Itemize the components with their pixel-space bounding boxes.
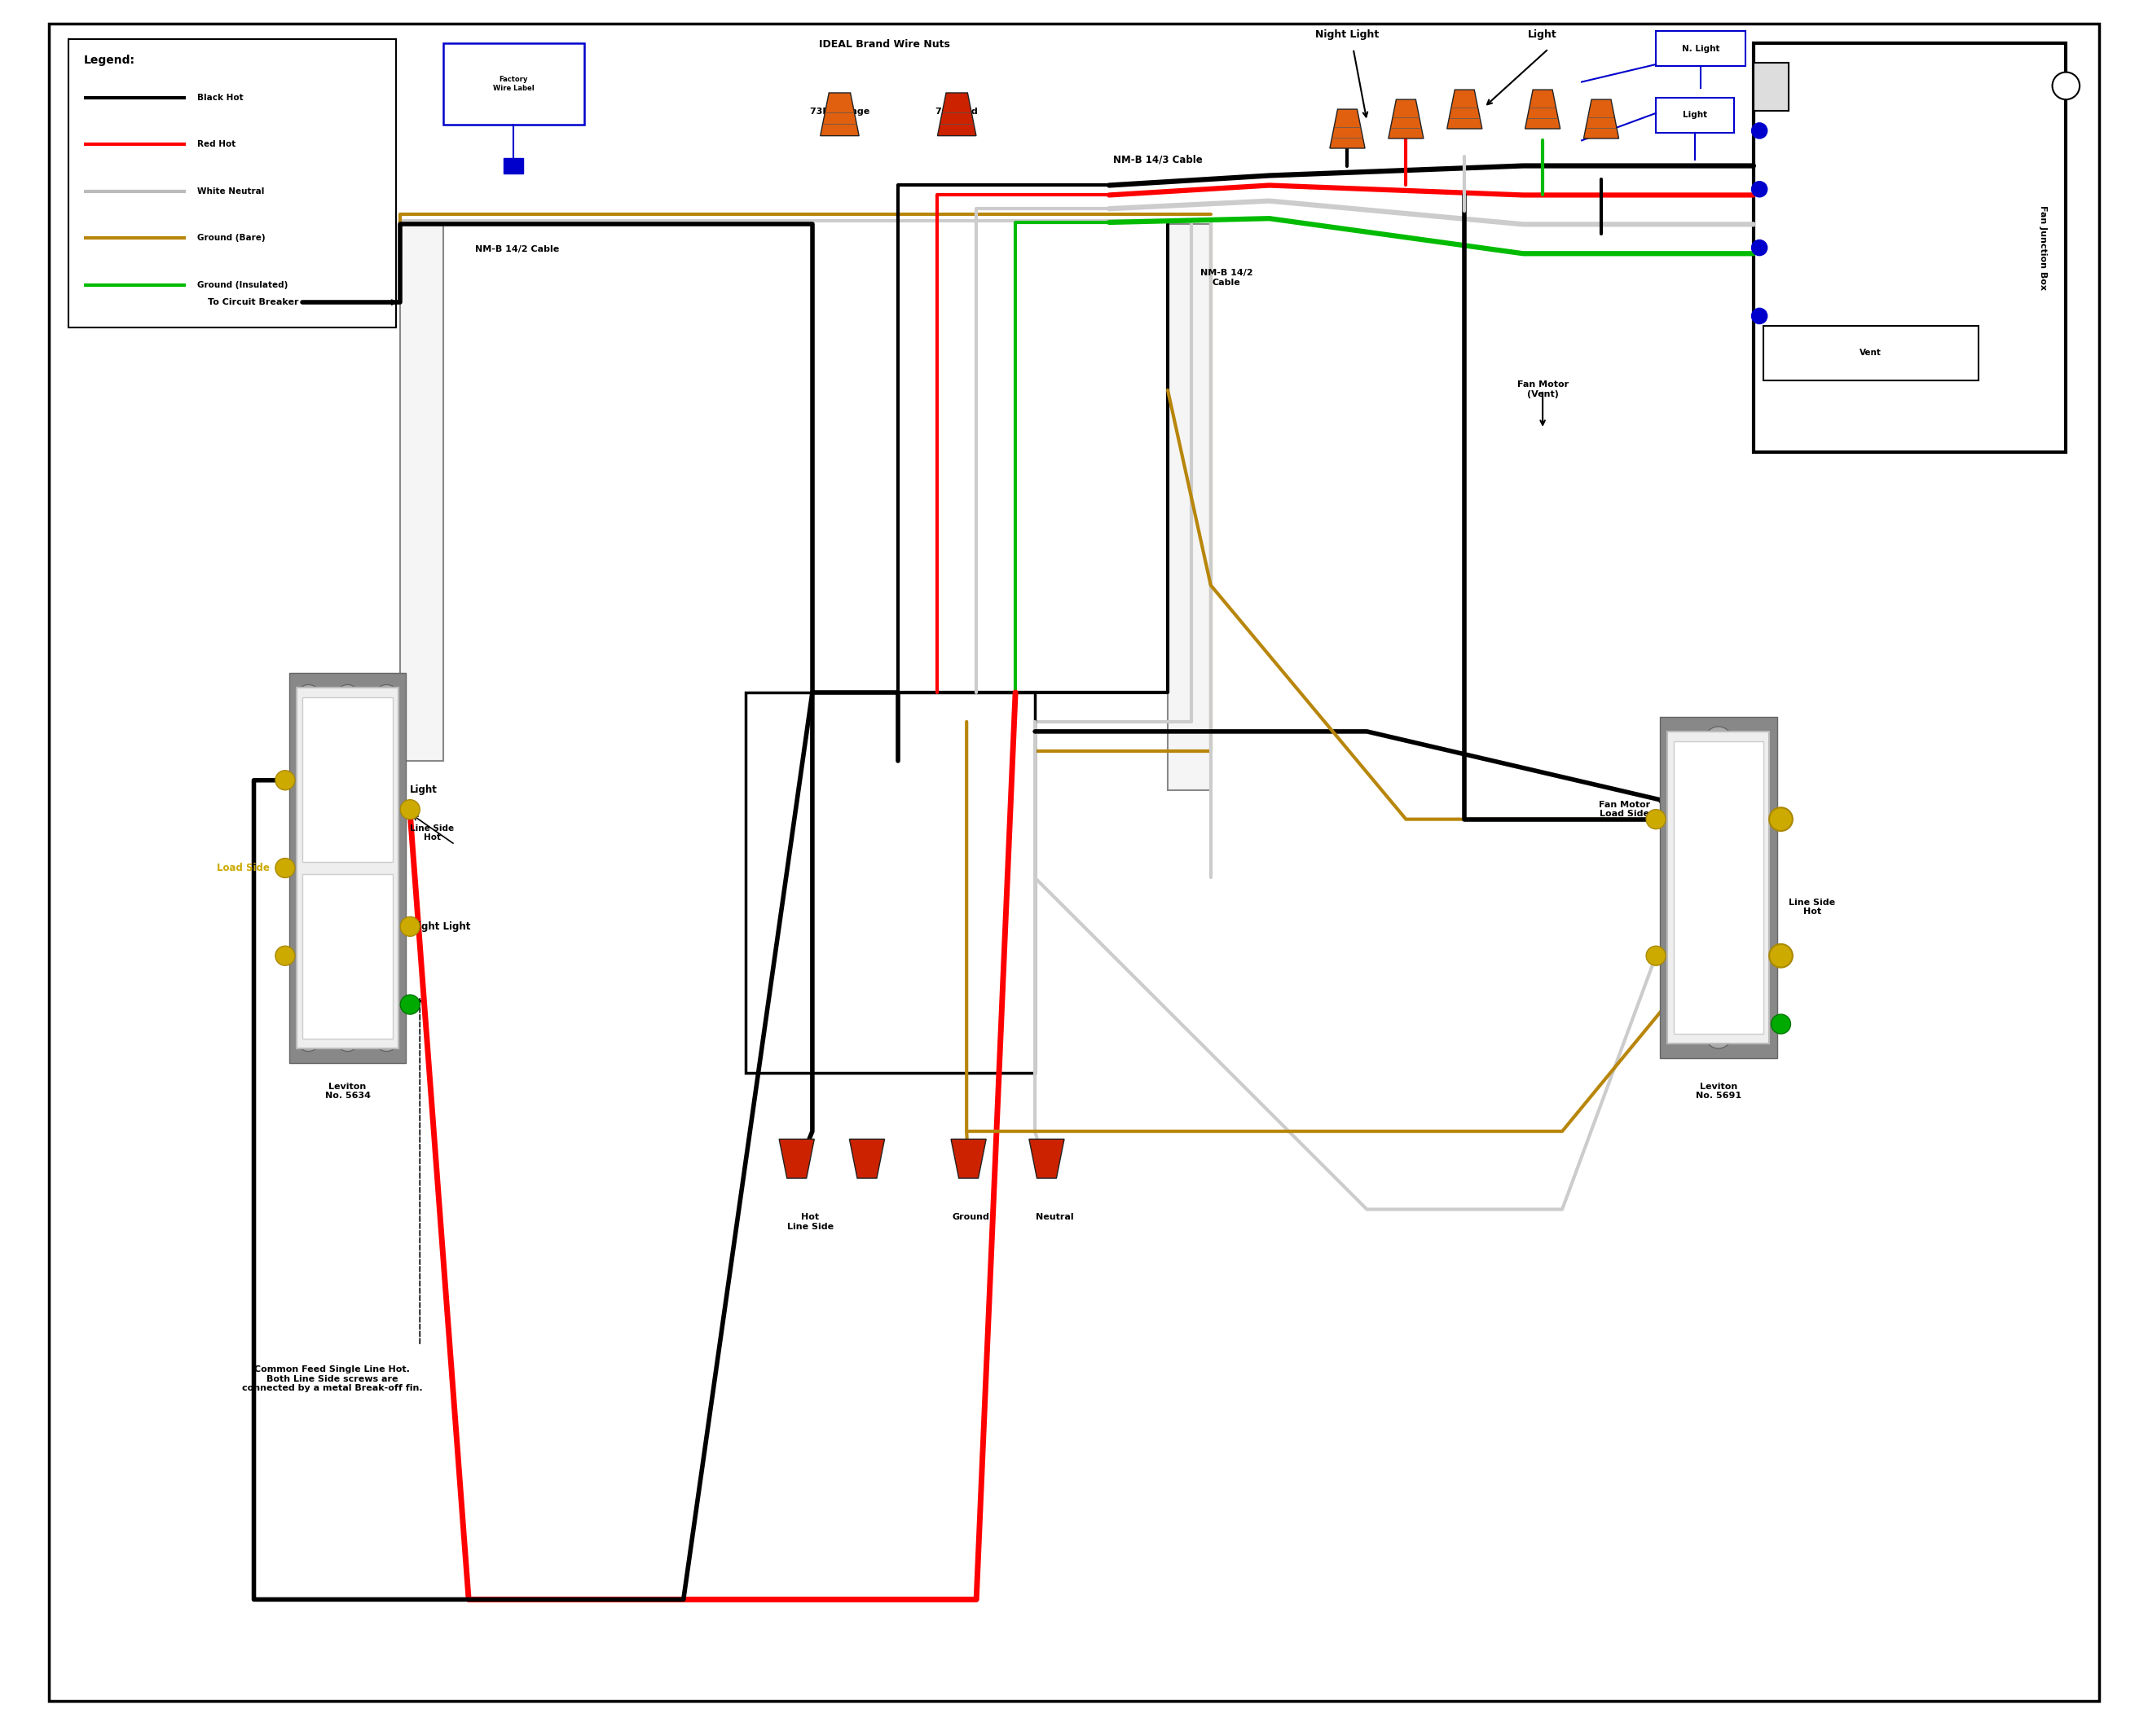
Text: Load Side: Load Side <box>217 863 268 873</box>
Polygon shape <box>780 1139 814 1179</box>
Text: Leviton
No. 5634: Leviton No. 5634 <box>324 1083 369 1101</box>
Circle shape <box>275 858 294 878</box>
Circle shape <box>1751 123 1768 139</box>
Text: N. Light: N. Light <box>1682 45 1721 52</box>
Polygon shape <box>952 1139 986 1179</box>
Polygon shape <box>848 1139 885 1179</box>
Text: White Neutral: White Neutral <box>198 187 264 194</box>
Circle shape <box>1770 944 1794 967</box>
Text: Fan Junction Box: Fan Junction Box <box>2038 205 2047 290</box>
Circle shape <box>1772 1014 1791 1035</box>
Circle shape <box>1706 1021 1731 1049</box>
Circle shape <box>1770 807 1794 832</box>
Circle shape <box>296 684 320 708</box>
Text: Red Hot: Red Hot <box>198 141 236 148</box>
Bar <box>1660 717 1776 1059</box>
Text: NM-B 14/2 Cable: NM-B 14/2 Cable <box>475 245 558 253</box>
Bar <box>303 698 393 863</box>
Circle shape <box>376 1028 397 1052</box>
Circle shape <box>275 946 294 965</box>
Text: Night Light: Night Light <box>410 922 470 932</box>
Circle shape <box>1751 309 1768 325</box>
Circle shape <box>335 684 359 708</box>
Polygon shape <box>1583 99 1620 139</box>
Text: Vent: Vent <box>1860 349 1882 358</box>
Text: Ground: Ground <box>952 1213 990 1222</box>
Text: Line Side
Hot: Line Side Hot <box>1789 898 1834 917</box>
Polygon shape <box>1029 1139 1063 1179</box>
Circle shape <box>376 684 397 708</box>
Polygon shape <box>1448 90 1482 128</box>
Text: Night Light: Night Light <box>1315 30 1379 40</box>
Bar <box>1673 741 1764 1035</box>
Circle shape <box>1751 240 1768 255</box>
Bar <box>1753 62 1789 111</box>
Bar <box>1169 224 1211 790</box>
Polygon shape <box>1330 109 1364 148</box>
Bar <box>1667 731 1770 1043</box>
Text: Legend:: Legend: <box>84 54 135 66</box>
Bar <box>290 674 406 1062</box>
Circle shape <box>335 1028 359 1052</box>
Text: Neutral: Neutral <box>1035 1213 1074 1222</box>
Text: Ground (Insulated): Ground (Insulated) <box>198 281 288 288</box>
Text: Fan Motor
(Vent): Fan Motor (Vent) <box>1516 380 1568 398</box>
Text: NM-B 14/2
Cable: NM-B 14/2 Cable <box>1201 269 1252 286</box>
Bar <box>1656 97 1733 132</box>
Circle shape <box>1706 727 1731 753</box>
Text: Black Hot: Black Hot <box>198 94 243 102</box>
Bar <box>442 43 584 125</box>
Text: Ground (Bare): Ground (Bare) <box>198 234 266 241</box>
Bar <box>1753 43 2066 453</box>
Circle shape <box>400 995 419 1014</box>
Polygon shape <box>1388 99 1424 139</box>
Text: Line Side
Hot: Line Side Hot <box>410 825 453 842</box>
Circle shape <box>1645 809 1665 830</box>
Circle shape <box>2051 73 2079 99</box>
Text: Factory
Wire Label: Factory Wire Label <box>492 76 535 92</box>
Text: NM-B 14/3 Cable: NM-B 14/3 Cable <box>1113 155 1203 165</box>
Text: Light: Light <box>1527 30 1557 40</box>
Bar <box>1764 326 1978 380</box>
Polygon shape <box>1525 90 1559 128</box>
Text: Light: Light <box>1682 111 1708 120</box>
Bar <box>400 224 442 760</box>
Text: Light: Light <box>410 785 438 795</box>
Circle shape <box>400 800 419 819</box>
Text: To Circuit Breaker: To Circuit Breaker <box>208 299 299 307</box>
Bar <box>1656 31 1746 66</box>
Bar <box>296 687 397 1049</box>
Bar <box>745 693 1035 1073</box>
Text: IDEAL Brand Wire Nuts: IDEAL Brand Wire Nuts <box>818 38 949 50</box>
Polygon shape <box>821 92 859 135</box>
Text: Leviton
No. 5691: Leviton No. 5691 <box>1695 1083 1742 1101</box>
Circle shape <box>275 771 294 790</box>
Text: Fan Motor
Load Side: Fan Motor Load Side <box>1598 800 1650 818</box>
Text: Common Feed Single Line Hot.
Both Line Side screws are
connected by a metal Brea: Common Feed Single Line Hot. Both Line S… <box>243 1366 423 1392</box>
Circle shape <box>296 1028 320 1052</box>
Bar <box>505 158 524 174</box>
Circle shape <box>400 917 419 936</box>
Bar <box>69 38 397 328</box>
Polygon shape <box>937 92 975 135</box>
Text: 73B Orange: 73B Orange <box>810 108 870 115</box>
Bar <box>303 873 393 1038</box>
Text: 76B Red: 76B Red <box>937 108 977 115</box>
Circle shape <box>1645 946 1665 965</box>
Circle shape <box>1751 181 1768 196</box>
Text: Hot
Line Side: Hot Line Side <box>786 1213 833 1231</box>
